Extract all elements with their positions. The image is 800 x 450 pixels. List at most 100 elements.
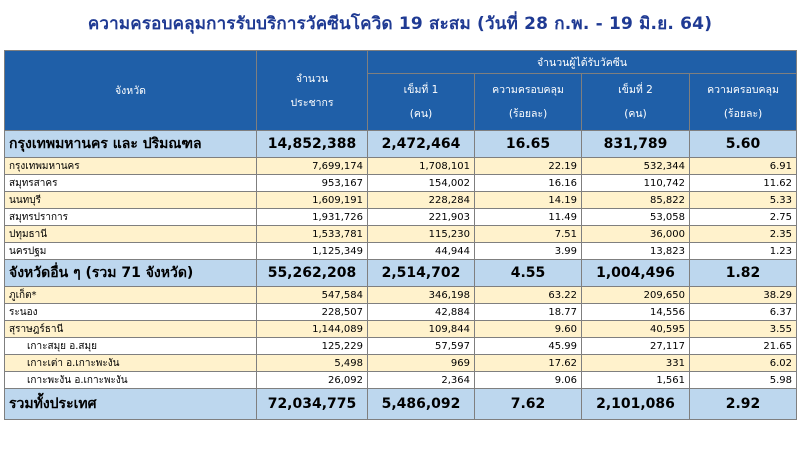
table-row: สมุทรสาคร 953,167 154,002 16.16 110,742 … xyxy=(4,174,798,192)
row-name: สมุทรปราการ xyxy=(4,208,257,226)
row-dose1: 2,472,464 xyxy=(367,130,475,158)
row-coverage1: 18.77 xyxy=(474,303,582,321)
table-row: เกาะเต่า อ.เกาะพะงัน 5,498 969 17.62 331… xyxy=(4,354,798,372)
row-population: 72,034,775 xyxy=(256,388,368,420)
row-dose1: 109,844 xyxy=(367,320,475,338)
row-name: รวมทั้งประเทศ xyxy=(4,388,257,420)
row-dose2: 85,822 xyxy=(581,191,690,209)
row-dose2: 13,823 xyxy=(581,242,690,260)
row-dose1: 5,486,092 xyxy=(367,388,475,420)
row-coverage2: 5.98 xyxy=(688,371,798,389)
table-row: ภูเก็ต* 547,584 346,198 63.22 209,650 38… xyxy=(4,286,798,304)
row-coverage2: 5.60 xyxy=(688,130,798,158)
col-header-coverage2-line2: (ร้อยละ) xyxy=(723,108,763,120)
row-coverage1: 7.51 xyxy=(474,225,582,243)
row-dose2: 209,650 xyxy=(581,286,690,304)
vaccine-coverage-table: จังหวัด จำนวน ประชากร จำนวนผู้ได้รับวัคซ… xyxy=(4,50,798,420)
row-coverage1: 17.62 xyxy=(474,354,582,372)
col-header-coverage1: ความครอบคลุม (ร้อยละ) xyxy=(474,73,582,131)
row-coverage1: 45.99 xyxy=(474,337,582,355)
row-dose2: 40,595 xyxy=(581,320,690,338)
row-name: เกาะสมุย อ.สมุย xyxy=(4,337,257,355)
table-row: ระนอง 228,507 42,884 18.77 14,556 6.37 xyxy=(4,303,798,321)
row-dose1: 44,944 xyxy=(367,242,475,260)
row-coverage2: 11.62 xyxy=(688,174,798,192)
row-coverage2: 5.33 xyxy=(688,191,798,209)
row-coverage1: 14.19 xyxy=(474,191,582,209)
row-name: ปทุมธานี xyxy=(4,225,257,243)
row-population: 953,167 xyxy=(256,174,368,192)
row-dose1: 346,198 xyxy=(367,286,475,304)
row-population: 55,262,208 xyxy=(256,259,368,287)
row-population: 5,498 xyxy=(256,354,368,372)
row-dose2: 331 xyxy=(581,354,690,372)
row-coverage2: 2.35 xyxy=(688,225,798,243)
col-header-dose2: เข็มที่ 2 (คน) xyxy=(581,73,690,131)
col-header-vaccinated-group: จำนวนผู้ได้รับวัคซีน xyxy=(366,50,798,74)
row-coverage2: 38.29 xyxy=(688,286,798,304)
col-header-dose1-line2: (คน) xyxy=(409,108,433,120)
col-header-population-line1: จำนวน xyxy=(295,72,329,85)
row-dose2: 36,000 xyxy=(581,225,690,243)
row-name: เกาะเต่า อ.เกาะพะงัน xyxy=(4,354,257,372)
row-coverage1: 3.99 xyxy=(474,242,582,260)
row-dose1: 154,002 xyxy=(367,174,475,192)
row-dose1: 42,884 xyxy=(367,303,475,321)
row-dose1: 1,708,101 xyxy=(367,157,475,175)
row-coverage1: 16.65 xyxy=(474,130,582,158)
row-population: 26,092 xyxy=(256,371,368,389)
table-row: สมุทรปราการ 1,931,726 221,903 11.49 53,0… xyxy=(4,208,798,226)
row-dose2: 1,561 xyxy=(581,371,690,389)
col-header-province: จังหวัด xyxy=(4,50,257,131)
row-name: จังหวัดอื่น ๆ (รวม 71 จังหวัด) xyxy=(4,259,257,287)
row-dose2: 1,004,496 xyxy=(581,259,690,287)
row-name: ภูเก็ต* xyxy=(4,286,257,304)
col-header-population-line2: ประชากร xyxy=(290,96,334,109)
row-dose1: 115,230 xyxy=(367,225,475,243)
col-header-dose1-line1: เข็มที่ 1 xyxy=(403,84,439,96)
row-dose2: 532,344 xyxy=(581,157,690,175)
row-population: 7,699,174 xyxy=(256,157,368,175)
row-dose1: 969 xyxy=(367,354,475,372)
row-name: กรุงเทพมหานคร xyxy=(4,157,257,175)
row-dose1: 2,364 xyxy=(367,371,475,389)
row-name: เกาะพะงัน อ.เกาะพะงัน xyxy=(4,371,257,389)
row-dose2: 14,556 xyxy=(581,303,690,321)
row-name: สมุทรสาคร xyxy=(4,174,257,192)
row-coverage1: 22.19 xyxy=(474,157,582,175)
row-coverage2: 6.91 xyxy=(688,157,798,175)
row-coverage2: 1.82 xyxy=(688,259,798,287)
row-dose2: 110,742 xyxy=(581,174,690,192)
col-header-coverage1-line2: (ร้อยละ) xyxy=(508,108,548,120)
row-coverage2: 2.75 xyxy=(688,208,798,226)
row-population: 228,507 xyxy=(256,303,368,321)
summary-row-bangkok: กรุงเทพมหานคร และ ปริมณฑล 14,852,388 2,4… xyxy=(4,130,798,158)
col-header-dose2-line1: เข็มที่ 2 xyxy=(618,84,653,96)
row-dose1: 228,284 xyxy=(367,191,475,209)
row-dose1: 2,514,702 xyxy=(367,259,475,287)
row-name: กรุงเทพมหานคร และ ปริมณฑล xyxy=(4,130,257,158)
row-coverage2: 21.65 xyxy=(688,337,798,355)
row-population: 125,229 xyxy=(256,337,368,355)
row-coverage1: 11.49 xyxy=(474,208,582,226)
row-dose2: 27,117 xyxy=(581,337,690,355)
row-population: 547,584 xyxy=(256,286,368,304)
table-row: สุราษฎร์ธานี 1,144,089 109,844 9.60 40,5… xyxy=(4,320,798,338)
row-dose2: 831,789 xyxy=(581,130,690,158)
row-coverage2: 3.55 xyxy=(688,320,798,338)
row-population: 1,931,726 xyxy=(256,208,368,226)
table-row: กรุงเทพมหานคร 7,699,174 1,708,101 22.19 … xyxy=(4,157,798,175)
col-header-dose1: เข็มที่ 1 (คน) xyxy=(367,73,475,131)
row-name: สุราษฎร์ธานี xyxy=(4,320,257,338)
table-row: นนทบุรี 1,609,191 228,284 14.19 85,822 5… xyxy=(4,191,798,209)
col-header-dose2-line2: (คน) xyxy=(624,108,647,120)
col-header-coverage2-line1: ความครอบคลุม xyxy=(707,84,779,96)
row-dose1: 221,903 xyxy=(367,208,475,226)
row-population: 1,125,349 xyxy=(256,242,368,260)
table-row: เกาะพะงัน อ.เกาะพะงัน 26,092 2,364 9.06 … xyxy=(4,371,798,389)
row-coverage2: 6.37 xyxy=(688,303,798,321)
row-population: 14,852,388 xyxy=(256,130,368,158)
row-dose1: 57,597 xyxy=(367,337,475,355)
summary-row-other-provinces: จังหวัดอื่น ๆ (รวม 71 จังหวัด) 55,262,20… xyxy=(4,259,798,287)
row-coverage1: 9.06 xyxy=(474,371,582,389)
